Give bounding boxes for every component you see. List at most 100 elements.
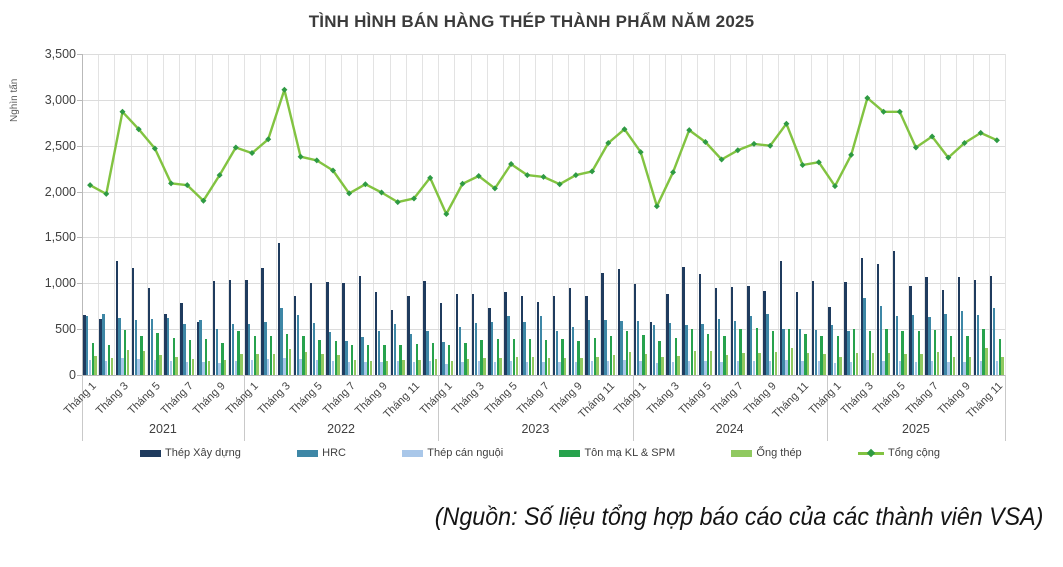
month-gridline bbox=[438, 54, 440, 375]
bar--ng-th-p bbox=[499, 357, 502, 375]
bar-th-p-c-n-ngu-i bbox=[607, 361, 610, 375]
bar-th-p-x-y-d-ng bbox=[358, 275, 361, 375]
legend-item-th-p-x-y-d-ng: Thép Xây dựng bbox=[140, 447, 241, 459]
bar--ng-th-p bbox=[256, 353, 259, 375]
bar-t-n-m-kl-spm bbox=[286, 333, 289, 375]
bar-th-p-c-n-ngu-i bbox=[380, 362, 383, 375]
bar-t-n-m-kl-spm bbox=[496, 339, 499, 375]
month-gridline bbox=[357, 54, 359, 375]
total-line bbox=[89, 88, 998, 216]
bar-th-p-x-y-d-ng bbox=[973, 280, 977, 375]
bar-th-p-x-y-d-ng bbox=[212, 281, 216, 375]
bar-th-p-c-n-ngu-i bbox=[882, 361, 885, 375]
bar-th-p-x-y-d-ng bbox=[666, 294, 669, 375]
bar--ng-th-p bbox=[385, 361, 389, 375]
bar--ng-th-p bbox=[839, 356, 842, 375]
bar-hrc bbox=[960, 310, 963, 375]
y-axis-tick bbox=[77, 191, 82, 193]
bar-th-p-x-y-d-ng bbox=[504, 291, 507, 375]
bar-th-p-c-n-ngu-i bbox=[299, 359, 302, 375]
bar-t-n-m-kl-spm bbox=[383, 344, 386, 375]
bar--ng-th-p bbox=[596, 356, 599, 375]
total-line-marker bbox=[556, 181, 563, 188]
y-axis-tick bbox=[77, 375, 82, 376]
x-tick-label: Tháng 5 bbox=[288, 380, 326, 418]
x-tick-label: Tháng 7 bbox=[903, 380, 941, 418]
bar-th-p-c-n-ngu-i bbox=[914, 362, 918, 375]
x-tick-label: Tháng 5 bbox=[676, 380, 714, 418]
bar-t-n-m-kl-spm bbox=[221, 342, 224, 375]
bar--ng-th-p bbox=[806, 352, 810, 375]
bar-th-p-c-n-ngu-i bbox=[493, 362, 497, 375]
bar-th-p-c-n-ngu-i bbox=[574, 362, 578, 375]
bar-th-p-x-y-d-ng bbox=[164, 314, 167, 375]
total-line-marker bbox=[945, 154, 952, 161]
total-line-marker bbox=[313, 157, 320, 164]
month-gridline bbox=[179, 54, 181, 375]
bar--ng-th-p bbox=[742, 352, 745, 375]
bar-th-p-c-n-ngu-i bbox=[785, 360, 788, 375]
total-line-marker bbox=[702, 139, 709, 146]
year-label: 2021 bbox=[149, 422, 177, 436]
bar-th-p-x-y-d-ng bbox=[909, 286, 912, 375]
legend-item-t-n-m-kl-spm: Tôn mạ KL & SPM bbox=[559, 447, 675, 459]
total-line-marker bbox=[394, 199, 401, 206]
bar-t-n-m-kl-spm bbox=[302, 336, 305, 375]
bar-th-p-c-n-ngu-i bbox=[347, 362, 351, 375]
bar-hrc bbox=[830, 325, 834, 375]
bar-th-p-c-n-ngu-i bbox=[817, 361, 820, 375]
x-tick-label: Tháng 1 bbox=[417, 380, 455, 418]
total-line-marker bbox=[540, 173, 547, 180]
total-line-marker bbox=[993, 137, 1000, 144]
bar-th-p-c-n-ngu-i bbox=[461, 362, 464, 375]
month-gridline bbox=[713, 54, 715, 375]
bar-hrc bbox=[312, 322, 316, 375]
legend-item-hrc: HRC bbox=[297, 447, 346, 459]
total-line-marker bbox=[751, 140, 758, 147]
bar-t-n-m-kl-spm bbox=[140, 336, 143, 375]
bar--ng-th-p bbox=[904, 353, 907, 375]
bar-th-p-c-n-ngu-i bbox=[558, 362, 561, 375]
bar-th-p-c-n-ngu-i bbox=[88, 360, 92, 375]
bar-t-n-m-kl-spm bbox=[480, 340, 483, 375]
bar-th-p-c-n-ngu-i bbox=[331, 361, 335, 375]
bar--ng-th-p bbox=[693, 351, 697, 375]
bar--ng-th-p bbox=[466, 359, 470, 375]
bar-th-p-x-y-d-ng bbox=[455, 293, 459, 375]
bar-th-p-x-y-d-ng bbox=[990, 275, 993, 375]
bar-th-p-x-y-d-ng bbox=[471, 294, 475, 375]
total-line-marker bbox=[880, 108, 887, 115]
y-axis-tick bbox=[77, 99, 82, 101]
bar-t-n-m-kl-spm bbox=[787, 329, 791, 375]
total-line-marker bbox=[621, 126, 628, 133]
bar-hrc bbox=[264, 321, 267, 375]
bar-th-p-x-y-d-ng bbox=[131, 267, 135, 375]
month-gridline bbox=[859, 54, 861, 375]
total-line-marker bbox=[200, 197, 207, 204]
bar-t-n-m-kl-spm bbox=[528, 339, 532, 375]
legend-label: Tổng cộng bbox=[887, 447, 940, 459]
bar-t-n-m-kl-spm bbox=[399, 344, 402, 375]
bar-th-p-x-y-d-ng bbox=[277, 242, 280, 375]
bar-t-n-m-kl-spm bbox=[642, 334, 645, 375]
total-line-marker bbox=[265, 136, 272, 143]
month-gridline bbox=[195, 54, 197, 375]
month-gridline bbox=[114, 54, 116, 375]
bar--ng-th-p bbox=[855, 352, 858, 375]
legend-item--ng-th-p: Ống thép bbox=[731, 447, 802, 459]
bar-hrc bbox=[183, 323, 186, 375]
bar-th-p-x-y-d-ng bbox=[229, 279, 232, 375]
bar-th-p-c-n-ngu-i bbox=[428, 361, 432, 375]
year-separator bbox=[632, 375, 634, 441]
bar-t-n-m-kl-spm bbox=[739, 329, 742, 375]
bar-th-p-c-n-ngu-i bbox=[720, 362, 723, 375]
x-tick-label: Tháng 3 bbox=[255, 380, 293, 418]
bar-t-n-m-kl-spm bbox=[901, 330, 904, 375]
bar--ng-th-p bbox=[547, 357, 551, 375]
year-separator bbox=[243, 375, 245, 441]
y-tick-label: 3,000 bbox=[44, 92, 76, 107]
bar-th-p-c-n-ngu-i bbox=[736, 361, 739, 375]
month-gridline bbox=[146, 54, 148, 375]
bar--ng-th-p bbox=[726, 354, 729, 375]
month-gridline bbox=[98, 54, 100, 375]
